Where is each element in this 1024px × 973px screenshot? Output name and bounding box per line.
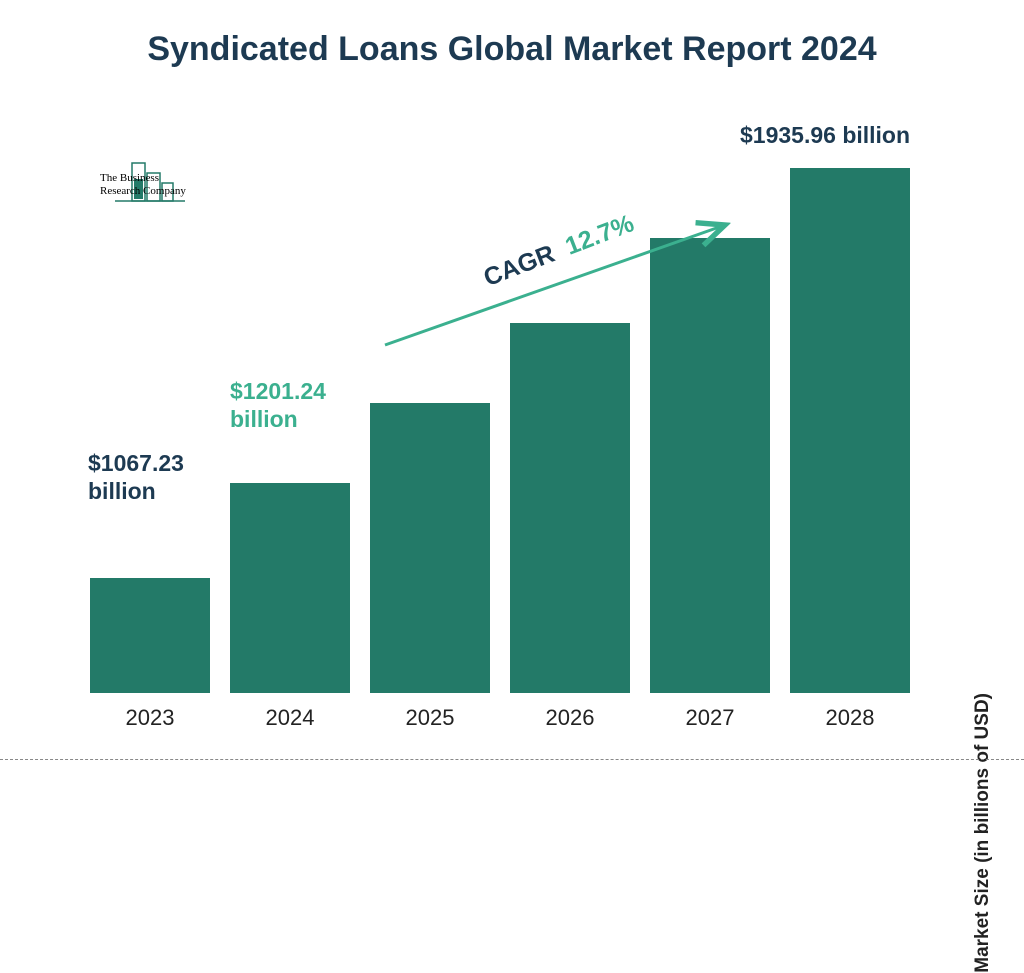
bar-value-label: $1201.24billion [230,378,326,433]
bar-slot [230,483,350,693]
bar-value-label: $1067.23billion [88,450,184,505]
chart-title-text: Syndicated Loans Global Market Report 20… [147,30,876,68]
bar-slot [790,168,910,693]
y-axis-label: Market Size (in billions of USD) [972,693,994,973]
cagr-annotation: CAGR 12.7% [370,225,770,345]
bar-slot [90,578,210,693]
bar-slot [510,323,630,693]
bar [90,578,210,693]
bar [230,483,350,693]
x-axis-tick-label: 2023 [90,705,210,731]
chart-title: Syndicated Loans Global Market Report 20… [0,30,1024,69]
x-axis-tick-label: 2025 [370,705,490,731]
x-axis-tick-label: 2027 [650,705,770,731]
x-axis-tick-label: 2028 [790,705,910,731]
bar-slot [370,403,490,693]
footer-divider [0,759,1024,760]
bar [790,168,910,693]
bar [370,403,490,693]
x-axis-tick-label: 2026 [510,705,630,731]
bar-value-label: $1935.96 billion [740,122,910,150]
bar [510,323,630,693]
x-axis-labels: 2023 2024 2025 2026 2027 2028 [90,705,910,731]
x-axis-tick-label: 2024 [230,705,350,731]
